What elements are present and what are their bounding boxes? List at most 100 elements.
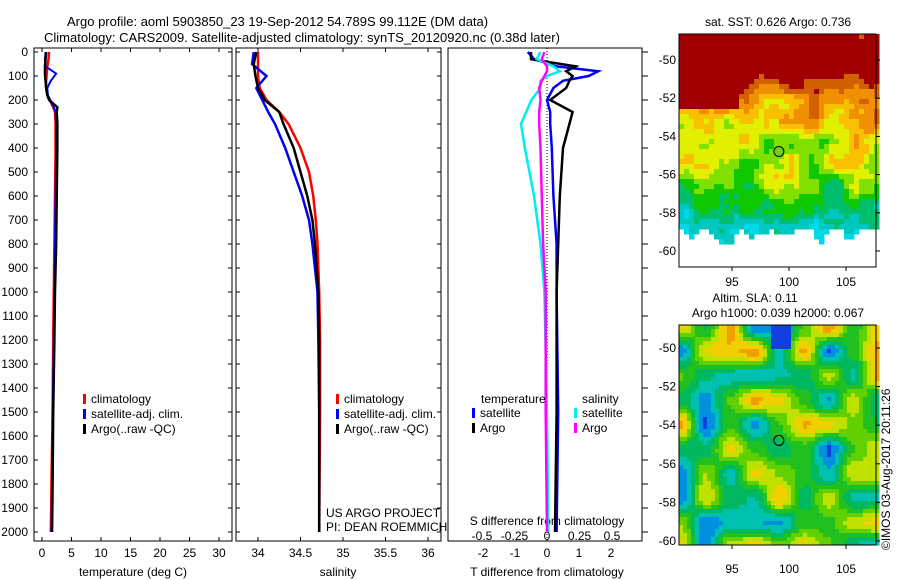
map-cell bbox=[754, 209, 760, 215]
map-cell bbox=[799, 481, 804, 486]
map-cell bbox=[824, 179, 830, 185]
map-cell bbox=[819, 169, 825, 175]
map-cell bbox=[789, 229, 795, 235]
map-cell bbox=[729, 119, 735, 125]
map-cell bbox=[859, 119, 865, 125]
map-cell bbox=[769, 44, 775, 50]
map-cell bbox=[823, 365, 828, 370]
map-cell bbox=[859, 99, 865, 105]
map-cell bbox=[783, 373, 788, 378]
map-cell bbox=[719, 59, 725, 65]
map-cell bbox=[683, 513, 688, 518]
map-cell bbox=[809, 49, 815, 55]
map-cell bbox=[744, 179, 750, 185]
sal-xlabel: salinity bbox=[320, 565, 357, 579]
map-cell bbox=[719, 489, 724, 494]
map-cell bbox=[867, 377, 872, 382]
map-cell bbox=[774, 34, 780, 40]
map-cell bbox=[795, 389, 800, 394]
map-cell bbox=[835, 365, 840, 370]
map-cell bbox=[715, 533, 720, 538]
map-cell bbox=[695, 501, 700, 506]
map-cell bbox=[803, 521, 808, 526]
map-cell bbox=[684, 94, 690, 100]
map-cell bbox=[859, 509, 864, 514]
map-cell bbox=[727, 449, 732, 454]
map-cell bbox=[823, 377, 828, 382]
map-cell bbox=[867, 517, 872, 522]
map-cell bbox=[744, 164, 750, 170]
map-cell bbox=[723, 449, 728, 454]
map-cell bbox=[871, 353, 876, 358]
map-cell bbox=[683, 441, 688, 446]
map-cell bbox=[763, 421, 768, 426]
map-cell bbox=[863, 537, 868, 542]
map-cell bbox=[819, 99, 825, 105]
map-cell bbox=[807, 445, 812, 450]
map-cell bbox=[709, 224, 715, 230]
map-cell bbox=[843, 461, 848, 466]
map-cell bbox=[691, 333, 696, 338]
map-cell bbox=[791, 345, 796, 350]
map-cell bbox=[819, 485, 824, 490]
map-cell bbox=[791, 361, 796, 366]
map-cell bbox=[871, 461, 876, 466]
map-cell bbox=[784, 69, 790, 75]
map-cell bbox=[679, 341, 684, 346]
map-cell bbox=[787, 345, 792, 350]
sdiff-legend-swatch bbox=[574, 408, 577, 418]
map-cell bbox=[767, 449, 772, 454]
map-cell bbox=[839, 159, 845, 165]
map-cell bbox=[754, 124, 760, 130]
map-cell bbox=[719, 445, 724, 450]
map-cell bbox=[809, 184, 815, 190]
map-cell bbox=[823, 445, 828, 450]
map-cell bbox=[827, 541, 832, 546]
map-cell bbox=[683, 517, 688, 522]
map-cell bbox=[709, 149, 715, 155]
map-cell bbox=[799, 413, 804, 418]
map-cell bbox=[839, 497, 844, 502]
map-cell bbox=[759, 194, 765, 200]
map-cell bbox=[694, 89, 700, 95]
map-cell bbox=[724, 84, 730, 90]
map-cell bbox=[691, 325, 696, 330]
map-cell bbox=[707, 341, 712, 346]
map-cell bbox=[783, 489, 788, 494]
map-cell bbox=[864, 54, 870, 60]
map-cell bbox=[727, 469, 732, 474]
map-cell bbox=[744, 144, 750, 150]
map-cell bbox=[699, 393, 704, 398]
map-cell bbox=[714, 84, 720, 90]
map-cell bbox=[759, 537, 764, 542]
map-cell bbox=[754, 109, 760, 115]
map-cell bbox=[835, 529, 840, 534]
map-cell bbox=[827, 437, 832, 442]
map-cell bbox=[679, 417, 684, 422]
map-cell bbox=[854, 34, 860, 40]
map-cell bbox=[711, 465, 716, 470]
map-cell bbox=[829, 124, 835, 130]
map-cell bbox=[739, 99, 745, 105]
map-cell bbox=[809, 94, 815, 100]
map-cell bbox=[823, 529, 828, 534]
map-cell bbox=[759, 209, 765, 215]
map-cell bbox=[714, 134, 720, 140]
map-cell bbox=[835, 501, 840, 506]
map-cell bbox=[703, 361, 708, 366]
map-cell bbox=[764, 169, 770, 175]
map-cell bbox=[679, 481, 684, 486]
map-cell bbox=[774, 59, 780, 65]
map-cell bbox=[704, 39, 710, 45]
map-cell bbox=[731, 493, 736, 498]
map-cell bbox=[731, 349, 736, 354]
map-cell bbox=[875, 461, 880, 466]
map-cell bbox=[775, 337, 780, 342]
map-cell bbox=[849, 129, 855, 135]
map-cell bbox=[711, 525, 716, 530]
map-cell bbox=[704, 104, 710, 110]
map-cell bbox=[815, 445, 820, 450]
map-cell bbox=[823, 405, 828, 410]
map-cell bbox=[707, 389, 712, 394]
map-cell bbox=[799, 353, 804, 358]
